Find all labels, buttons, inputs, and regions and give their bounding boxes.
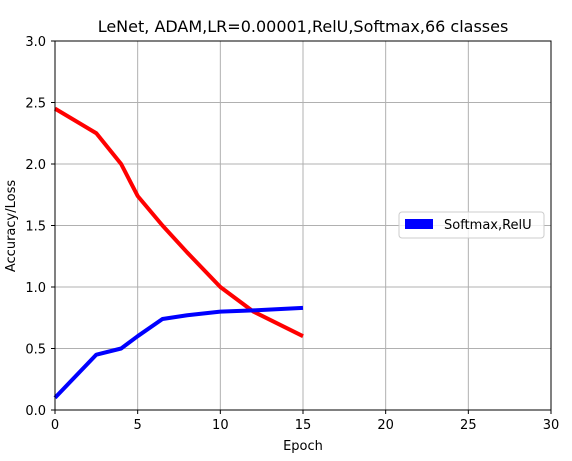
x-tick-label: 20 [377, 418, 394, 433]
legend-box [398, 211, 545, 239]
y-tick-label: 0.5 [25, 343, 46, 358]
x-axis-label: Epoch [283, 439, 323, 454]
x-tick-label: 5 [134, 418, 142, 433]
series-layer [53, 106, 304, 400]
y-tick-label: 1.0 [25, 281, 46, 296]
x-tick-label: 15 [295, 418, 312, 433]
y-tick-label: 1.5 [25, 220, 46, 235]
chart-title: LeNet, ADAM,LR=0.00001,RelU,Softmax,66 c… [98, 17, 509, 36]
series-line-1 [53, 305, 304, 400]
x-tick-label: 10 [212, 418, 229, 433]
y-tick-label: 2.0 [25, 158, 46, 173]
y-axis-label: Accuracy/Loss [4, 180, 19, 272]
legend-swatch [405, 219, 433, 229]
legend: Softmax,RelU [398, 211, 545, 239]
y-tick-label: 3.0 [25, 35, 46, 50]
ticks: 0 5 10 15 20 25 30 0.0 0.5 1.0 1.5 2.0 2.5 3.0 [25, 35, 559, 433]
legend-label: Softmax,RelU [444, 218, 532, 233]
x-tick-label: 25 [460, 418, 477, 433]
series-line-0 [53, 106, 304, 338]
y-tick-label: 0.0 [25, 404, 46, 419]
y-tick-label: 2.5 [25, 97, 46, 112]
x-tick-label: 0 [51, 418, 59, 433]
x-tick-label: 30 [543, 418, 560, 433]
